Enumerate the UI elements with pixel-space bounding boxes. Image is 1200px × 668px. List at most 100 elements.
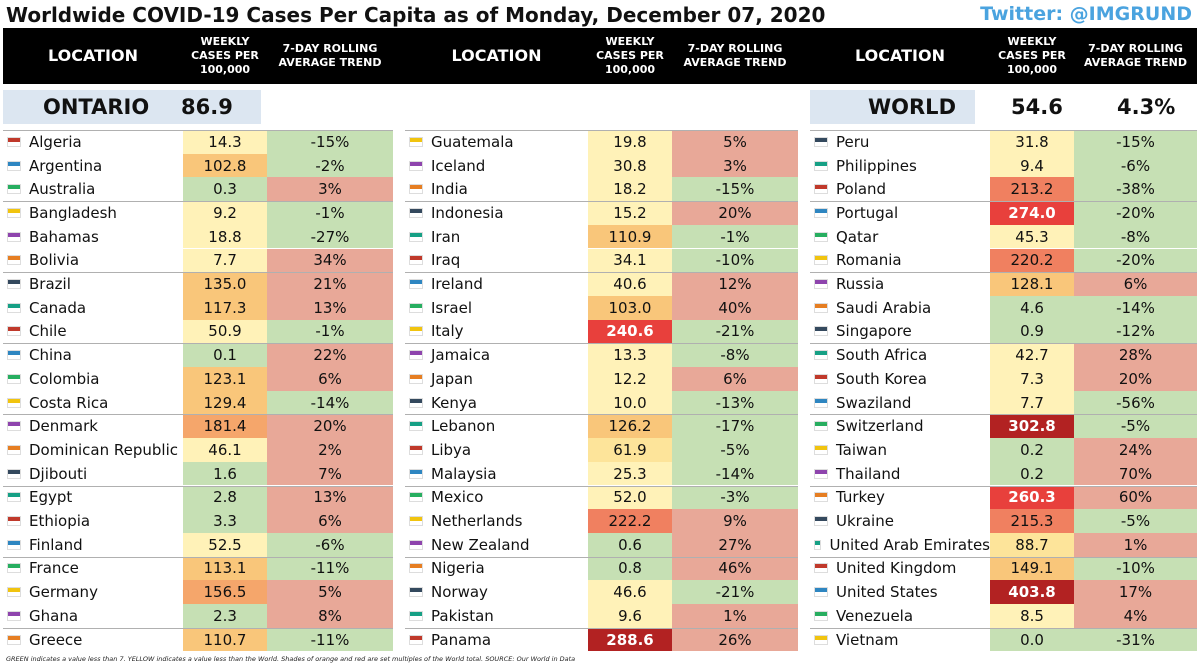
country-name: South Korea (836, 369, 927, 388)
country-flag-icon (814, 397, 828, 408)
country-row: Ethiopia (3, 509, 183, 533)
country-row: Thailand (810, 462, 990, 486)
weekly-cases-cell: 46.1 (183, 438, 267, 462)
trend-cell: -1% (267, 201, 393, 225)
country-flag-icon (7, 587, 21, 598)
trend-cell: 3% (672, 153, 798, 178)
country-row: Algeria (3, 130, 183, 154)
country-flag-icon (7, 492, 21, 503)
country-row: Greece (3, 628, 183, 652)
country-row: Canada (3, 296, 183, 320)
trend-cell: -8% (672, 343, 798, 367)
country-name: Vietnam (836, 630, 899, 649)
country-name: Egypt (29, 488, 73, 507)
weekly-cases-cell: 0.9 (990, 319, 1074, 344)
country-row: Indonesia (405, 201, 588, 225)
country-row: Panama (405, 628, 588, 652)
country-name: Saudi Arabia (836, 298, 932, 317)
country-name: Romania (836, 251, 902, 270)
trend-cell: -1% (672, 224, 798, 249)
country-name: Turkey (836, 488, 885, 507)
weekly-cases-cell: 103.0 (588, 295, 672, 320)
country-flag-icon (7, 444, 21, 455)
trend-cell: 27% (672, 532, 798, 557)
country-name: Indonesia (431, 203, 504, 222)
country-name: United Kingdom (836, 559, 957, 578)
header-weekly-0: WEEKLY CASES PER 100,000 (183, 28, 267, 84)
country-flag-icon (409, 397, 423, 408)
weekly-cases-cell: 14.3 (183, 130, 267, 154)
trend-cell: 26% (672, 627, 798, 652)
trend-cell: -11% (267, 556, 393, 581)
weekly-cases-cell: 0.2 (990, 438, 1074, 462)
trend-cell: 20% (672, 201, 798, 225)
trend-cell: -14% (267, 390, 393, 415)
country-name: Lebanon (431, 417, 496, 436)
country-row: Bolivia (3, 249, 183, 273)
group-divider (405, 414, 798, 416)
country-name: Portugal (836, 203, 899, 222)
country-row: Australia (3, 177, 183, 201)
trend-cell: -8% (1074, 224, 1197, 249)
weekly-cases-cell: 50.9 (183, 319, 267, 344)
country-row: Argentina (3, 154, 183, 178)
weekly-cases-cell: 7.3 (990, 367, 1074, 391)
country-name: United Arab Emirates (829, 535, 990, 554)
country-name: Ireland (431, 275, 483, 294)
trend-cell: -21% (672, 580, 798, 604)
country-row: Egypt (3, 486, 183, 510)
country-row: South Korea (810, 367, 990, 391)
country-row: Iceland (405, 154, 588, 178)
country-flag-icon (814, 255, 828, 266)
country-row: Swaziland (810, 391, 990, 415)
country-row: Lebanon (405, 414, 588, 438)
trend-cell: -5% (672, 438, 798, 462)
country-row: India (405, 177, 588, 201)
weekly-cases-cell: 149.1 (990, 556, 1074, 581)
country-flag-icon (7, 468, 21, 479)
country-flag-icon (409, 587, 423, 598)
country-flag-icon (7, 563, 21, 574)
group-divider (405, 201, 798, 203)
weekly-cases-cell: 31.8 (990, 130, 1074, 154)
country-row: Kenya (405, 391, 588, 415)
group-divider (3, 556, 393, 558)
country-flag-icon (7, 421, 21, 432)
country-name: Switzerland (836, 417, 924, 436)
weekly-cases-cell: 4.6 (990, 295, 1074, 320)
country-row: Libya (405, 438, 588, 462)
weekly-cases-cell: 19.8 (588, 130, 672, 154)
country-row: Djibouti (3, 462, 183, 486)
group-divider (810, 201, 1197, 203)
trend-cell: 1% (1074, 532, 1197, 557)
country-name: Germany (29, 583, 98, 602)
country-name: France (29, 559, 79, 578)
trend-cell: 6% (267, 367, 393, 391)
trend-cell: -15% (267, 130, 393, 154)
country-row: Taiwan (810, 438, 990, 462)
trend-cell: -27% (267, 224, 393, 249)
country-row: Guatemala (405, 130, 588, 154)
country-row: Nigeria (405, 557, 588, 581)
weekly-cases-cell: 18.8 (183, 224, 267, 249)
country-name: Norway (431, 583, 488, 602)
country-flag-icon (409, 160, 423, 171)
country-row: Costa Rica (3, 391, 183, 415)
country-row: Israel (405, 296, 588, 320)
group-divider (3, 627, 393, 629)
country-row: Bangladesh (3, 201, 183, 225)
weekly-cases-cell: 128.1 (990, 272, 1074, 296)
group-divider (810, 414, 1197, 416)
weekly-cases-cell: 2.3 (183, 604, 267, 628)
trend-cell: -15% (672, 177, 798, 202)
group-divider (3, 343, 393, 345)
country-row: Peru (810, 130, 990, 154)
country-row: Brazil (3, 272, 183, 296)
weekly-cases-cell: 302.8 (990, 414, 1074, 439)
country-row: China (3, 343, 183, 367)
country-flag-icon (814, 468, 828, 479)
ontario-label: ONTARIO (43, 95, 150, 119)
trend-cell: 13% (267, 485, 393, 510)
country-flag-icon (409, 184, 423, 195)
country-row: Chile (3, 320, 183, 344)
